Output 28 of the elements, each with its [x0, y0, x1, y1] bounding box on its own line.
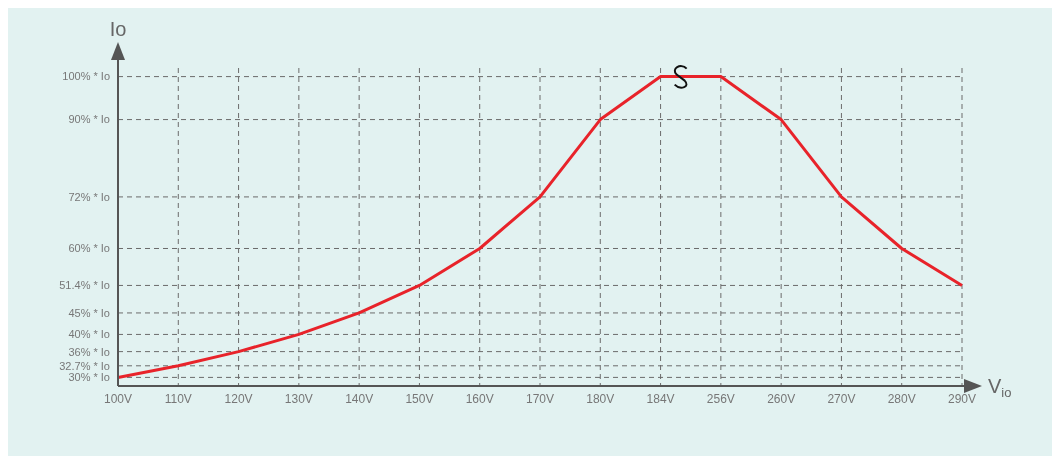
y-tick-label: 45% * Io — [68, 306, 110, 319]
x-tick-label: 130V — [284, 391, 313, 406]
x-tick-label: 270V — [827, 391, 856, 406]
y-tick-label: 30% * Io — [68, 371, 110, 384]
y-axis-title: Io — [109, 18, 127, 40]
y-tick-label: 100% * Io — [62, 70, 110, 83]
x-axis-title: V$_{io}$ — [988, 375, 1012, 400]
x-tick-label: 120V — [224, 391, 253, 406]
x-tick-label: 184V — [646, 391, 675, 406]
y-tick-label: 90% * Io — [68, 113, 110, 126]
y-tick-label: 60% * Io — [68, 242, 110, 255]
x-tick-label: 256V — [706, 391, 735, 406]
x-tick-label: 140V — [345, 391, 374, 406]
y-tick-label: 40% * Io — [68, 328, 110, 341]
x-tick-label: 170V — [525, 391, 555, 406]
y-tick-label: 51.4% * Io — [59, 279, 110, 292]
x-tick-label: 100V — [103, 391, 133, 406]
y-tick-label: 36% * Io — [68, 345, 110, 358]
x-tick-label: 160V — [465, 391, 494, 406]
x-tick-label: 180V — [586, 391, 615, 406]
line-series — [116, 75, 964, 379]
x-tick-label: 280V — [887, 391, 916, 406]
x-tick-label: 290V — [947, 391, 977, 406]
y-tick-label: 72% * Io — [68, 190, 110, 203]
x-tick-label: 150V — [405, 391, 434, 406]
y-tick-label: 32.7% * Io — [59, 359, 110, 372]
x-tick-label: 260V — [767, 391, 796, 406]
x-tick-label: 110V — [164, 391, 192, 406]
